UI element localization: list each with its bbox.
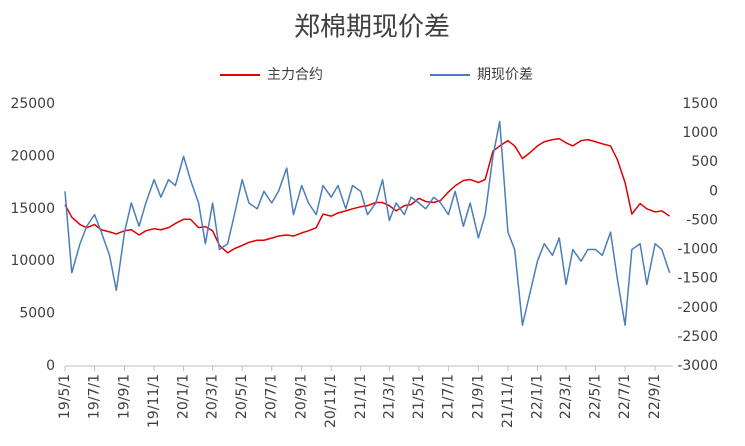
x-tick-label: 19/5/1 [57, 374, 73, 419]
y-tick-label: 10000 [10, 253, 55, 269]
legend-label: 期现价差 [477, 67, 533, 83]
y2-tick-label: -2000 [677, 300, 718, 316]
y2-tick-label: -2500 [677, 329, 718, 345]
y2-tick-label: 500 [691, 154, 718, 170]
x-tick-label: 20/5/1 [234, 374, 250, 419]
y-tick-label: 5000 [19, 306, 55, 322]
chart-title: 郑棉期现价差 [294, 13, 450, 43]
y2-tick-label: 1500 [682, 96, 718, 112]
x-tick-label: 20/3/1 [205, 374, 221, 419]
x-tick-label: 22/3/1 [558, 374, 574, 419]
y2-tick-label: -1500 [677, 271, 718, 287]
y2-tick-label: -3000 [677, 358, 718, 374]
x-tick-label: 22/7/1 [617, 374, 633, 419]
x-tick-label: 19/7/1 [87, 374, 103, 419]
x-tick-label: 20/11/1 [323, 374, 339, 428]
y-tick-label: 0 [46, 358, 55, 374]
x-tick-label: 22/9/1 [647, 374, 663, 419]
legend-label: 主力合约 [267, 67, 323, 83]
y-tick-label: 25000 [10, 96, 55, 112]
x-tick-label: 22/1/1 [529, 374, 545, 419]
x-tick-label: 19/9/1 [117, 374, 133, 419]
x-tick-label: 21/9/1 [470, 374, 486, 419]
x-tick-label: 21/1/1 [353, 374, 369, 419]
x-tick-label: 22/5/1 [588, 374, 604, 419]
y2-tick-label: 1000 [682, 125, 718, 141]
x-tick-label: 21/7/1 [440, 374, 456, 419]
x-tick-label: 19/11/1 [146, 374, 162, 428]
x-tick-label: 21/5/1 [411, 374, 427, 419]
x-tick-label: 20/1/1 [176, 374, 192, 419]
y2-tick-label: -1000 [677, 242, 718, 258]
series-line [64, 137, 671, 254]
x-tick-label: 21/11/1 [500, 374, 516, 428]
y-tick-label: 15000 [10, 201, 55, 217]
x-tick-label: 20/7/1 [264, 374, 280, 419]
y2-tick-label: 0 [709, 183, 718, 199]
y-tick-label: 20000 [10, 148, 55, 164]
x-tick-label: 21/3/1 [381, 374, 397, 419]
y2-tick-label: -500 [686, 212, 718, 228]
series-line [64, 120, 671, 326]
x-tick-label: 20/9/1 [294, 374, 310, 419]
